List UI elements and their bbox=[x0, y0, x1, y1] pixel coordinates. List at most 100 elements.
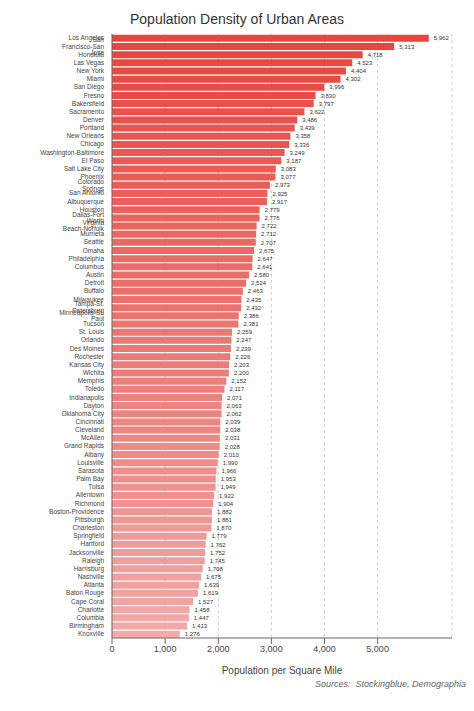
svg-text:1,000: 1,000 bbox=[154, 644, 177, 654]
svg-text:San Antonio: San Antonio bbox=[69, 189, 104, 196]
svg-text:Los Angeles: Los Angeles bbox=[69, 34, 105, 42]
svg-text:Harrisburg: Harrisburg bbox=[74, 565, 105, 573]
svg-text:Omaha: Omaha bbox=[83, 247, 105, 254]
svg-text:Tulsa: Tulsa bbox=[88, 483, 104, 490]
svg-text:Kansas City: Kansas City bbox=[69, 361, 104, 369]
svg-text:Jacksonville: Jacksonville bbox=[69, 549, 104, 556]
svg-text:2,641: 2,641 bbox=[257, 264, 273, 270]
svg-text:Birmingham: Birmingham bbox=[69, 622, 104, 630]
svg-text:1,447: 1,447 bbox=[194, 615, 210, 621]
svg-text:Cincinnati: Cincinnati bbox=[75, 418, 104, 425]
svg-text:2,647: 2,647 bbox=[258, 256, 274, 262]
svg-text:3,187: 3,187 bbox=[286, 158, 302, 164]
svg-text:2,117: 2,117 bbox=[229, 386, 244, 392]
svg-text:3,336: 3,336 bbox=[294, 142, 310, 148]
svg-text:Toledo: Toledo bbox=[85, 385, 105, 392]
svg-text:2,776: 2,776 bbox=[264, 215, 280, 221]
svg-text:2,973: 2,973 bbox=[275, 182, 291, 188]
svg-text:Austin: Austin bbox=[86, 271, 104, 278]
svg-text:2,031: 2,031 bbox=[225, 435, 241, 441]
svg-text:3,077: 3,077 bbox=[280, 174, 296, 180]
svg-text:Pittsburgh: Pittsburgh bbox=[75, 516, 105, 524]
svg-text:3,830: 3,830 bbox=[320, 93, 336, 99]
svg-text:1,762: 1,762 bbox=[211, 542, 227, 548]
svg-text:1,708: 1,708 bbox=[208, 566, 224, 572]
svg-text:Baton Rouge: Baton Rouge bbox=[66, 589, 104, 597]
svg-text:Rochester: Rochester bbox=[74, 353, 104, 360]
svg-text:3,000: 3,000 bbox=[260, 644, 283, 654]
svg-text:3,358: 3,358 bbox=[295, 133, 311, 139]
svg-text:New Orleans: New Orleans bbox=[66, 132, 104, 139]
svg-text:1,745: 1,745 bbox=[210, 558, 226, 564]
svg-text:5,313: 5,313 bbox=[399, 44, 415, 50]
svg-text:2,779: 2,779 bbox=[265, 207, 281, 213]
svg-text:1,276: 1,276 bbox=[185, 631, 201, 637]
svg-text:Portland: Portland bbox=[80, 124, 105, 131]
svg-text:2,028: 2,028 bbox=[225, 444, 241, 450]
svg-text:Sarasota: Sarasota bbox=[78, 467, 104, 474]
svg-text:1,882: 1,882 bbox=[217, 509, 233, 515]
svg-text:Nashville: Nashville bbox=[78, 573, 105, 580]
svg-text:Indianapolis: Indianapolis bbox=[69, 394, 104, 402]
svg-text:Albany: Albany bbox=[84, 451, 105, 459]
svg-text:1,675: 1,675 bbox=[206, 574, 222, 580]
svg-text:3,486: 3,486 bbox=[302, 117, 318, 123]
svg-text:1,413: 1,413 bbox=[192, 623, 208, 629]
svg-text:McAllen: McAllen bbox=[81, 434, 105, 441]
svg-text:2,071: 2,071 bbox=[227, 395, 243, 401]
svg-text:2,200: 2,200 bbox=[234, 370, 250, 376]
svg-text:4,000: 4,000 bbox=[313, 644, 336, 654]
svg-text:4,404: 4,404 bbox=[351, 68, 367, 74]
svg-text:3,439: 3,439 bbox=[300, 125, 316, 131]
svg-text:2,675: 2,675 bbox=[259, 248, 275, 254]
svg-text:1,619: 1,619 bbox=[203, 590, 219, 596]
svg-text:Allentown: Allentown bbox=[76, 491, 105, 498]
svg-text:Raleigh: Raleigh bbox=[82, 557, 104, 565]
svg-text:Des Moines: Des Moines bbox=[70, 345, 105, 352]
svg-text:Boston-Providence: Boston-Providence bbox=[49, 508, 104, 515]
svg-text:Memphis: Memphis bbox=[78, 377, 105, 385]
svg-text:1,870: 1,870 bbox=[216, 525, 232, 531]
svg-text:3,249: 3,249 bbox=[290, 150, 306, 156]
svg-text:4,718: 4,718 bbox=[368, 52, 384, 58]
svg-text:1,953: 1,953 bbox=[221, 476, 237, 482]
svg-text:4,523: 4,523 bbox=[357, 60, 373, 66]
svg-text:2,259: 2,259 bbox=[237, 329, 253, 335]
svg-text:2,580: 2,580 bbox=[254, 272, 270, 278]
svg-text:1,990: 1,990 bbox=[223, 460, 239, 466]
svg-text:2,386: 2,386 bbox=[244, 313, 260, 319]
svg-text:Bakersfield: Bakersfield bbox=[72, 100, 105, 107]
svg-text:Tucson: Tucson bbox=[83, 320, 104, 327]
svg-text:1,949: 1,949 bbox=[221, 484, 237, 490]
svg-text:Murrieta: Murrieta bbox=[80, 230, 104, 237]
svg-text:0: 0 bbox=[109, 644, 114, 654]
svg-text:Fresno: Fresno bbox=[84, 92, 105, 99]
svg-text:2,707: 2,707 bbox=[261, 240, 277, 246]
svg-text:Louisville: Louisville bbox=[77, 459, 104, 466]
svg-text:1,527: 1,527 bbox=[198, 599, 214, 605]
svg-text:Salt Lake City: Salt Lake City bbox=[64, 165, 105, 173]
svg-text:Sacramento: Sacramento bbox=[69, 108, 104, 115]
svg-text:1,904: 1,904 bbox=[218, 501, 234, 507]
svg-text:2,381: 2,381 bbox=[243, 321, 259, 327]
svg-text:5,000: 5,000 bbox=[366, 644, 389, 654]
svg-text:Seattle: Seattle bbox=[84, 238, 105, 245]
svg-text:Oklahoma City: Oklahoma City bbox=[61, 410, 104, 418]
svg-text:San Diego: San Diego bbox=[74, 83, 105, 91]
svg-text:5,962: 5,962 bbox=[434, 35, 450, 41]
svg-text:1,639: 1,639 bbox=[204, 582, 220, 588]
svg-text:2,239: 2,239 bbox=[236, 346, 252, 352]
svg-text:Grand Rapids: Grand Rapids bbox=[64, 442, 105, 450]
svg-text:2,039: 2,039 bbox=[225, 419, 241, 425]
svg-text:2,432: 2,432 bbox=[246, 305, 262, 311]
svg-text:Columbia: Columbia bbox=[77, 614, 105, 621]
svg-text:Atlanta: Atlanta bbox=[84, 581, 105, 588]
svg-text:Cape Coral: Cape Coral bbox=[71, 598, 104, 606]
svg-text:3,797: 3,797 bbox=[319, 101, 335, 107]
svg-text:2,712: 2,712 bbox=[261, 231, 277, 237]
svg-text:1,779: 1,779 bbox=[212, 533, 228, 539]
svg-text:2,925: 2,925 bbox=[272, 191, 288, 197]
svg-text:4,302: 4,302 bbox=[346, 76, 362, 82]
svg-text:Miami: Miami bbox=[87, 75, 104, 82]
svg-text:2,524: 2,524 bbox=[251, 280, 267, 286]
